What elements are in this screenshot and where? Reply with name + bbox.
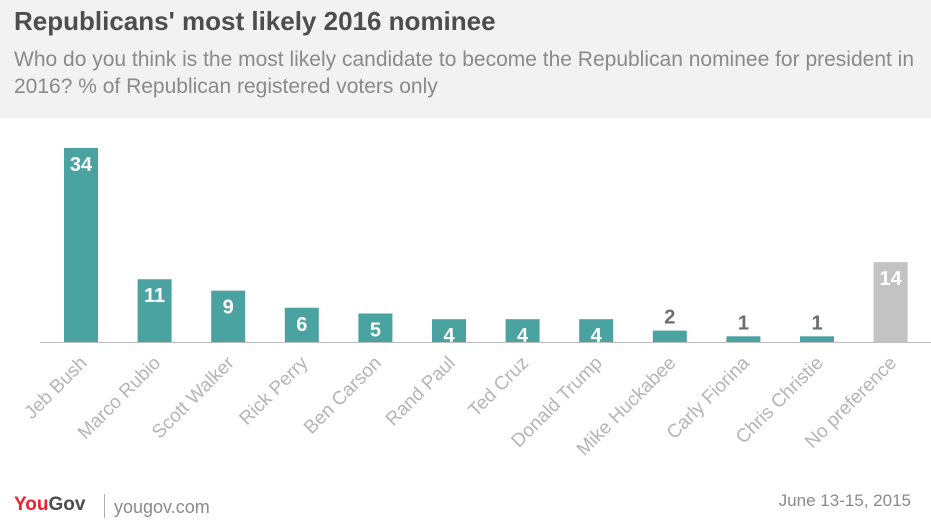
- bar-value-label: 5: [370, 319, 381, 341]
- survey-date: June 13-15, 2015: [778, 491, 911, 510]
- bar-value-label: 1: [811, 312, 822, 334]
- bar-7: [505, 319, 540, 342]
- yougov-logo: YouGov: [14, 494, 85, 516]
- bar-value-label: 11: [144, 285, 165, 307]
- bar-2: [137, 279, 172, 342]
- bar-value-label: 6: [296, 314, 307, 336]
- bar-value-label: 1: [738, 312, 749, 334]
- footer-site-link[interactable]: yougov.com: [114, 497, 210, 517]
- bar-10: [726, 336, 761, 342]
- bar-value-label: 14: [879, 268, 902, 290]
- bar-value-label: 4: [517, 325, 529, 347]
- bar-3: [211, 290, 246, 342]
- bar-11: [800, 336, 834, 342]
- bar-6: [432, 319, 466, 342]
- x-tick-label: Ben Carson: [300, 353, 386, 439]
- x-tick-label: Jeb Bush: [21, 353, 92, 424]
- logo-gov-text: Gov: [48, 494, 86, 515]
- footer-divider: [104, 494, 105, 518]
- bar-value-label: 4: [591, 325, 603, 347]
- x-tick-label: Ted Cruz: [465, 353, 534, 422]
- bar-9: [652, 330, 687, 342]
- bar-value-label: 2: [664, 307, 675, 329]
- x-tick-label: Rand Paul: [382, 353, 460, 431]
- logo-you-text: You: [14, 494, 49, 515]
- x-tick-label: Rick Perry: [236, 352, 313, 429]
- bar-value-label: 9: [223, 297, 234, 319]
- bar-8: [579, 319, 614, 342]
- chart-subtitle: Who do you think is the most likely cand…: [14, 48, 915, 98]
- bar-1: [64, 148, 98, 342]
- bar-12: [873, 262, 908, 342]
- bar-5: [358, 313, 393, 342]
- bar-value-label: 4: [443, 325, 455, 347]
- header-band: [0, 0, 931, 118]
- bar-value-label: 34: [70, 154, 93, 176]
- chart-title: Republicans' most likely 2016 nominee: [14, 6, 496, 36]
- bar-4: [284, 307, 319, 342]
